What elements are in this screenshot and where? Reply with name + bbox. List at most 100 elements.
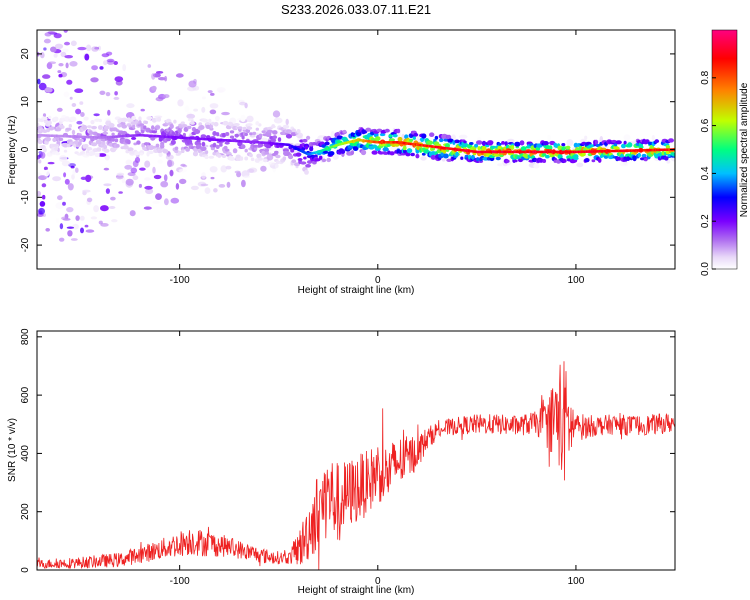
spectrogram-cell [169,123,174,129]
spectrogram-cell [111,132,115,136]
spectrogram-cell [96,147,102,152]
spectrogram-cell [225,132,230,136]
spectrogram-cell [171,131,176,137]
spectrogram-cell [273,117,283,124]
spectrogram-cell [195,144,202,150]
spectrogram-cell [229,135,235,139]
spectrogram-cell [379,133,386,137]
spectrogram-cell [296,129,301,134]
spectrogram-cell [99,66,104,70]
spectrogram-cell [439,138,444,143]
spectrogram-cell [619,154,625,158]
spectrogram-cell [162,149,169,154]
spectrogram-cell [100,205,109,212]
spectrogram-cell [47,31,56,34]
spectrogram-cell [476,140,483,145]
spectrogram-cell [225,165,232,170]
spectrogram-cell [548,145,553,151]
spectrogram-cell [56,24,62,27]
spectrogram-cell [243,175,251,178]
spectrogram-cell [427,140,433,146]
spectrogram-cell [69,96,73,100]
spectrogram-cell [189,121,195,125]
spectrogram-cell [157,159,163,164]
spectrogram-cell [64,178,70,185]
spectrogram-cell [82,124,88,131]
spectrogram-cell [138,183,142,188]
spectrogram-cell [147,116,152,121]
spectrogram-cell [37,139,43,145]
spectrogram-cell [208,155,215,159]
spectrogram-cell [442,149,447,154]
spectrogram-cell [245,128,251,134]
spectrogram-cell [39,201,46,207]
spectrogram-cell [215,115,220,122]
spectrogram-cell [84,224,89,228]
spectrogram-cell [392,134,398,138]
spectrogram-cell [78,138,84,142]
spectrogram-cell [603,155,609,159]
spectrogram-cell [209,166,218,173]
spectrogram-cell [146,151,150,157]
spectrogram-cell [148,144,155,151]
spectrogram-cell [58,73,63,78]
spectrogram-cell [38,207,45,215]
spectrogram-cell [42,194,46,200]
spectrogram-cell [55,202,64,210]
spectrogram-cell [48,115,52,120]
spectrogram-cell [43,38,51,44]
spectrogram-cell [45,136,51,142]
spectrogram-cell [533,163,540,169]
spectrogram-cell [275,154,281,159]
spectrogram-cell [421,133,427,139]
spectrogram-cell [514,141,521,147]
spectrogram-cell [63,149,68,153]
spectrogram-cell [138,116,142,121]
spectrogram-cell [103,183,112,187]
spectrogram-cell [244,132,248,137]
spectrogram-cell [103,167,110,171]
spectrogram-cell [201,118,209,123]
spectrogram-cell [99,90,106,96]
colorbar-tick-label: 0.0 [700,262,711,276]
spectrogram-cell [201,172,207,179]
spectrogram-cell [597,157,602,163]
spectrogram-cell [98,220,103,225]
spectrogram-cell [86,152,90,156]
spectrogram-cell [174,146,179,151]
spectrogram-cell [360,149,367,156]
spectrogram-cell [255,127,259,131]
spectrogram-cell [151,85,157,91]
spectrogram-cell [200,134,207,139]
spectrogram-cell [38,159,42,164]
spectrogram-cell [90,216,98,220]
spectrogram-cell [42,74,51,79]
spectrogram-cell [75,215,80,221]
spectrogram-cell [185,147,191,152]
snr-panel: -100 0 100 0 200 400 600 800 Height of straight… [7,328,676,596]
spectrogram-cell [74,88,84,93]
spectrogram-ytick-label: 0 [20,146,31,152]
spectrogram-cell [180,121,185,125]
spectrogram-cell [213,121,219,127]
spectrogram-cell [613,143,618,147]
spectrogram-cell [222,120,229,126]
spectrogram-cell [295,152,302,157]
spectrogram-cell [62,48,69,53]
spectrogram-cell [641,153,647,158]
spectrogram-cell [41,19,49,25]
spectrogram-cell [85,44,92,52]
spectrogram-cell [136,140,141,145]
spectrogram-cell [213,149,219,153]
spectrogram-cell [41,183,47,188]
spectrogram-cell [584,158,590,163]
spectrogram-cell [121,117,128,123]
spectrogram-cell [420,156,427,161]
colorbar: 0.0 0.2 0.4 0.6 0.8 Normalized spectral ampl… [700,29,750,276]
spectrogram-cell [461,142,469,148]
spectrogram-cell [445,149,450,152]
spectrogram-cell [352,132,356,138]
spectrogram-cell [326,157,332,163]
snr-ytick-label: 0 [20,567,31,573]
